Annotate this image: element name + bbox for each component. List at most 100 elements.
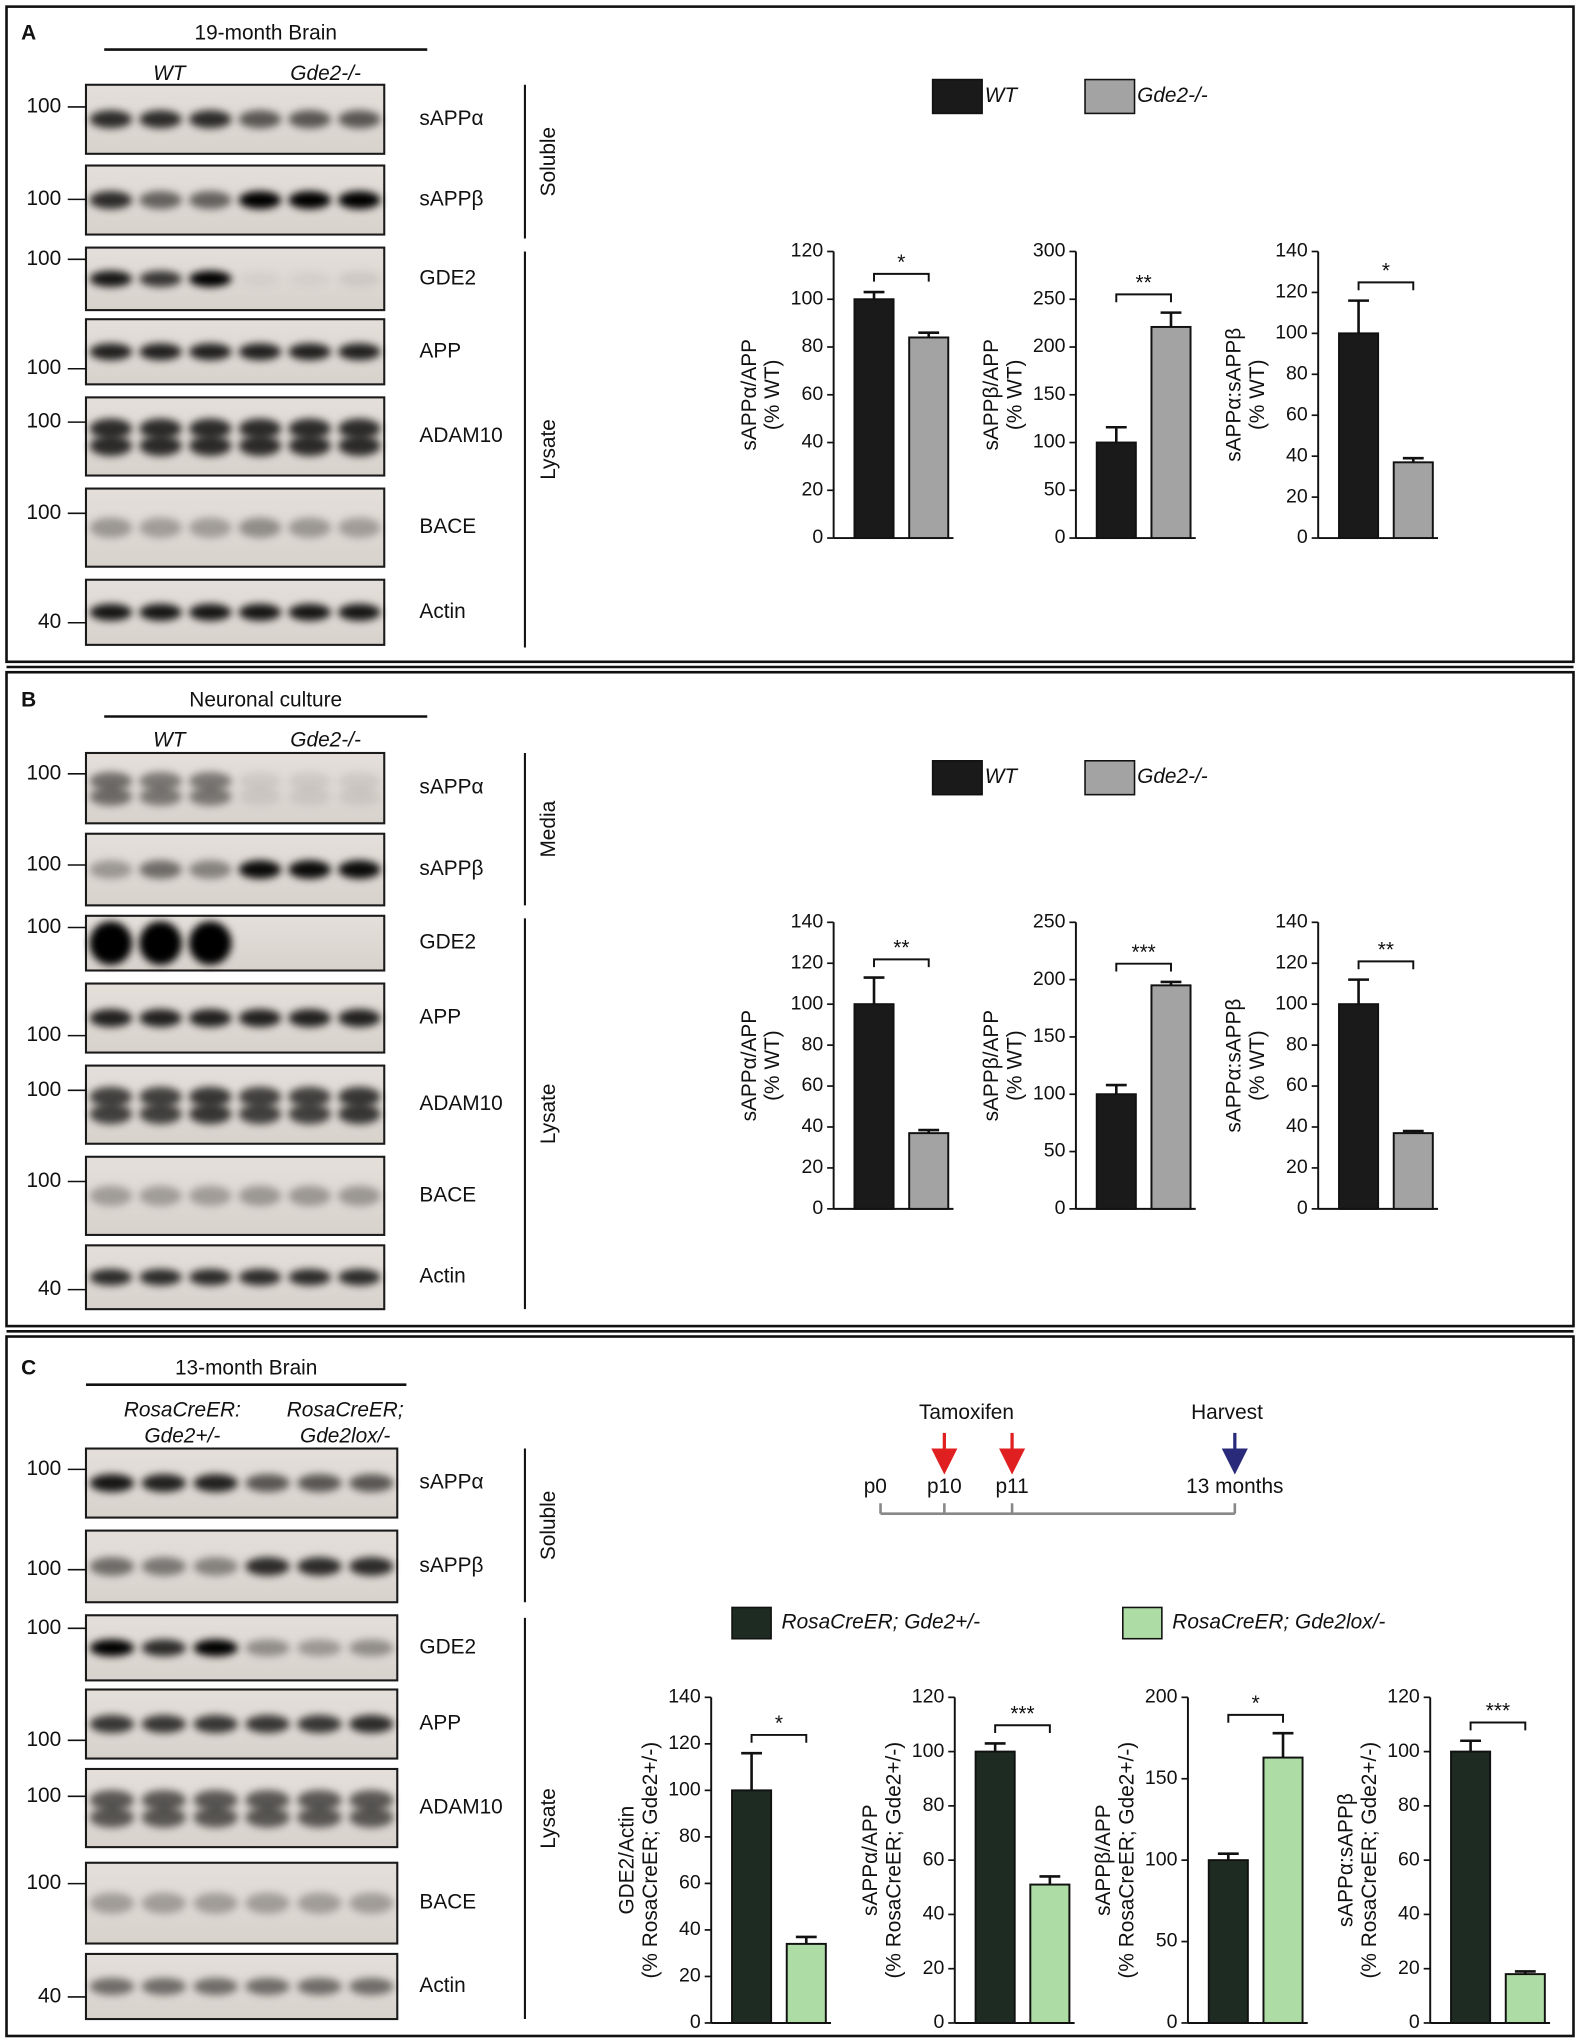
legend-label: WT: [985, 765, 1019, 788]
blot-name: BACE: [419, 1183, 476, 1206]
panel-border: [5, 1335, 1575, 2038]
blot-band: [188, 921, 232, 966]
blot-title: Neuronal culture: [189, 688, 342, 711]
y-axis-label: (% RosaCreER; Gde2+/-): [1358, 1742, 1381, 1979]
blot-band: [338, 418, 381, 439]
blot-name: sAPPβ: [419, 1554, 483, 1577]
blot-band: [238, 1009, 282, 1028]
y-tick-label: 80: [801, 335, 823, 357]
y-tick-label: 0: [1297, 526, 1308, 548]
blot-band: [349, 1557, 394, 1576]
blot-band: [297, 1639, 342, 1657]
blot-band: [193, 1474, 238, 1493]
blot-band: [238, 1185, 282, 1207]
y-tick-label: 120: [1275, 951, 1308, 973]
blot-band: [193, 1639, 238, 1657]
blot-band: [89, 1103, 133, 1125]
blot-band: [89, 1557, 135, 1576]
blot-band: [245, 1557, 290, 1576]
y-tick-label: 20: [923, 1957, 945, 1979]
y-tick-label: 20: [1286, 485, 1308, 507]
blot-band: [288, 270, 332, 287]
significance-bracket: [873, 958, 930, 968]
y-tick-label: 50: [1044, 1140, 1066, 1162]
y-tick-label: 60: [801, 1074, 823, 1096]
event-label: Harvest: [1191, 1401, 1263, 1424]
legend-label: WT: [985, 84, 1019, 107]
blot-band: [89, 110, 133, 129]
y-tick-label: 140: [1275, 910, 1308, 932]
blot-band: [288, 860, 332, 879]
y-tick-label: 100: [668, 1779, 701, 1801]
marker-weight: 40: [38, 1984, 61, 2007]
blot-band: [338, 921, 381, 965]
blot-band: [89, 343, 133, 361]
blot-band: [245, 1978, 290, 1995]
bar: [1262, 1756, 1304, 2024]
marker-weight: 100: [26, 915, 61, 938]
blot-band: [89, 1086, 133, 1108]
blot-band: [349, 1790, 394, 1811]
blot-band: [139, 270, 182, 287]
significance-bracket: [1115, 293, 1172, 303]
y-tick-label: 120: [791, 951, 824, 973]
blot-band: [89, 435, 133, 456]
blot-band: [89, 1978, 135, 1995]
blot-band: [89, 1185, 133, 1207]
blot-band: [338, 771, 381, 791]
timeline-point: p10: [927, 1475, 962, 1498]
blot-band: [288, 1009, 332, 1028]
blot-band: [338, 1268, 381, 1286]
blot-band: [349, 1474, 394, 1493]
marker-weight: 100: [26, 356, 61, 379]
blot-band: [141, 1639, 187, 1657]
blot-band: [338, 1185, 381, 1207]
y-axis-label: sAPPα/APP: [738, 1010, 761, 1122]
fraction-label: Lysate: [537, 419, 560, 480]
y-tick-label: 80: [679, 1825, 701, 1847]
y-tick-label: 60: [923, 1848, 945, 1870]
blot-band: [139, 771, 182, 791]
blot-band: [89, 1892, 135, 1914]
blot-band: [238, 1103, 282, 1125]
blot-band: [238, 418, 282, 439]
blot-frame: [84, 1447, 399, 1519]
y-tick-label: 0: [812, 1197, 823, 1219]
y-tick-label: 60: [679, 1872, 701, 1894]
blot-band: [288, 1103, 332, 1125]
blot-name: sAPPβ: [419, 188, 483, 211]
blot-band: [188, 418, 232, 439]
blot-name: GDE2: [419, 266, 476, 289]
blot-frame: [84, 1614, 399, 1682]
y-tick-label: 0: [812, 526, 823, 548]
blot-band: [338, 1009, 381, 1028]
blot-band: [188, 1268, 232, 1286]
blot-band: [349, 1807, 394, 1828]
legend-label: RosaCreER; Gde2lox/-: [1172, 1611, 1385, 1634]
blot-band: [238, 270, 282, 287]
blot-band: [288, 1268, 332, 1286]
blot-name: sAPPα: [419, 107, 483, 130]
marker-weight: 100: [26, 1078, 61, 1101]
blot-band: [288, 1086, 332, 1108]
bar: [853, 298, 895, 540]
y-tick-label: 250: [1033, 910, 1066, 932]
y-tick-label: 100: [1275, 992, 1308, 1014]
y-tick-label: 0: [933, 2011, 944, 2033]
blot-frame: [84, 1529, 399, 1604]
y-tick-label: 40: [801, 1115, 823, 1137]
y-tick-label: 250: [1033, 287, 1066, 309]
blot-name: BACE: [419, 515, 476, 538]
y-tick-label: 60: [801, 383, 823, 405]
blot-name: GDE2: [419, 931, 476, 954]
y-tick-label: 20: [801, 1156, 823, 1178]
blot-band: [297, 1978, 342, 1995]
y-tick-label: 300: [1033, 240, 1066, 262]
y-axis-label: (% WT): [1246, 359, 1269, 430]
blot-band: [89, 270, 133, 287]
blot-frame: [84, 318, 386, 386]
y-tick-label: 120: [1275, 281, 1308, 303]
y-tick-label: 100: [912, 1740, 945, 1762]
y-axis-label: (% WT): [761, 359, 784, 430]
blot-band: [288, 435, 332, 456]
